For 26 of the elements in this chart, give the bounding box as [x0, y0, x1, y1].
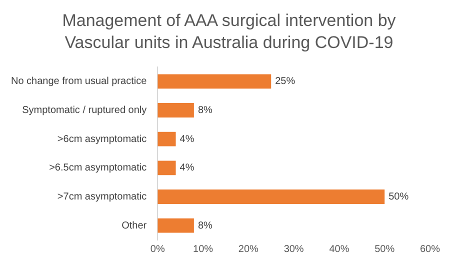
- y-tick-label: >6cm asymptomatic: [57, 134, 147, 145]
- chart-title: Management of AAA surgical intervention by Vascular units in Australia during COVID-19: [61, 10, 397, 54]
- x-tick-label: 50%: [374, 244, 395, 255]
- y-tick-label: >7cm asymptomatic: [57, 192, 147, 202]
- x-tick-label: 60%: [420, 244, 440, 255]
- x-tick-label: 20%: [238, 244, 259, 255]
- y-tick-label: >6.5cm asymptomatic: [49, 162, 147, 174]
- bar: [158, 132, 176, 146]
- data-label: 8%: [198, 105, 213, 116]
- bar: [158, 103, 194, 118]
- data-label: 25%: [275, 76, 296, 88]
- y-tick-label: Other: [122, 220, 148, 232]
- bar: [158, 160, 176, 176]
- data-label: 4%: [180, 134, 194, 145]
- x-tick-label: 40%: [329, 244, 350, 255]
- data-label: 4%: [180, 162, 194, 174]
- y-tick-label: Symptomatic / ruptured only: [22, 105, 147, 116]
- bar: [158, 74, 272, 89]
- data-label: 50%: [388, 192, 409, 202]
- bar: [158, 218, 194, 233]
- bar: [158, 190, 385, 204]
- x-tick-label: 30%: [284, 244, 304, 255]
- x-tick-label: 10%: [193, 244, 214, 255]
- y-tick-label: No change from usual practice: [11, 76, 148, 88]
- data-label: 8%: [198, 220, 213, 232]
- x-tick-label: 0%: [150, 244, 165, 255]
